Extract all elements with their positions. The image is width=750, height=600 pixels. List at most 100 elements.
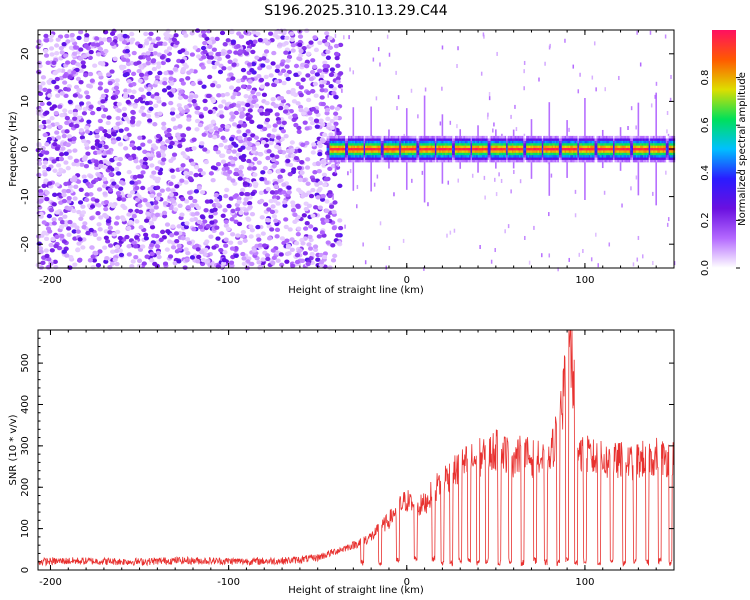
heatmap-cell bbox=[200, 257, 207, 263]
heatmap-cell bbox=[595, 159, 599, 163]
heatmap-cell bbox=[140, 105, 146, 111]
heatmap-cell bbox=[243, 30, 249, 35]
heatmap-cell bbox=[336, 140, 339, 144]
heatmap-cell bbox=[293, 122, 299, 128]
heatmap-cell bbox=[208, 234, 214, 239]
heatmap-cell bbox=[76, 87, 82, 93]
heatmap-cell bbox=[328, 145, 331, 149]
heatmap-cell bbox=[248, 224, 254, 229]
heatmap-cell bbox=[149, 224, 156, 230]
heatmap-cell bbox=[270, 157, 277, 163]
heatmap-cell bbox=[490, 157, 493, 160]
heatmap-cell bbox=[497, 135, 500, 139]
heatmap-cell bbox=[167, 91, 173, 96]
heatmap-cell bbox=[350, 138, 354, 141]
heatmap-cell bbox=[380, 138, 383, 141]
heatmap-cell bbox=[397, 95, 400, 100]
heatmap-cell bbox=[249, 211, 256, 217]
heatmap-cell bbox=[538, 157, 542, 160]
heatmap-cell bbox=[137, 135, 143, 140]
heatmap-cell bbox=[528, 145, 532, 149]
heatmap-cell bbox=[500, 147, 503, 151]
heatmap-cell bbox=[134, 185, 140, 191]
heatmap-cell bbox=[506, 150, 509, 153]
heatmap-cell bbox=[531, 152, 535, 156]
heatmap-cell bbox=[168, 192, 174, 197]
heatmap-cell bbox=[125, 61, 132, 67]
heatmap-cell bbox=[305, 261, 311, 267]
heatmap-cell bbox=[590, 140, 593, 144]
heatmap-cell bbox=[172, 66, 178, 72]
heatmap-cell bbox=[78, 187, 84, 193]
heatmap-cell bbox=[236, 129, 242, 134]
heatmap-cell bbox=[399, 159, 402, 163]
heatmap-cell bbox=[339, 145, 342, 149]
heatmap-cell bbox=[281, 182, 287, 187]
heatmap-cell bbox=[47, 181, 53, 186]
heatmap-cell bbox=[176, 259, 182, 264]
heatmap-cell bbox=[601, 143, 604, 146]
heatmap-cell bbox=[103, 48, 109, 54]
heatmap-cell bbox=[78, 101, 85, 106]
heatmap-cell bbox=[80, 210, 87, 215]
heatmap-cell bbox=[217, 69, 224, 75]
heatmap-cell bbox=[540, 147, 543, 151]
heatmap-cell bbox=[284, 35, 290, 41]
heatmap-cell bbox=[126, 252, 132, 257]
heatmap-cell bbox=[376, 145, 379, 149]
heatmap-cell bbox=[126, 79, 132, 84]
heatmap-cell bbox=[607, 150, 610, 153]
heatmap-cell bbox=[90, 42, 96, 47]
heatmap-cell bbox=[587, 140, 590, 144]
heatmap-cell bbox=[250, 49, 256, 55]
heatmap-cell bbox=[503, 152, 506, 156]
heatmap-cell bbox=[548, 150, 552, 153]
heatmap-cell bbox=[386, 34, 389, 39]
heatmap-cell bbox=[340, 152, 344, 156]
heatmap-cell bbox=[477, 138, 480, 141]
heatmap-cell bbox=[105, 149, 112, 155]
heatmap-cell bbox=[256, 237, 262, 242]
heatmap-cell bbox=[395, 157, 398, 160]
heatmap-cell bbox=[329, 152, 332, 156]
heatmap-cell bbox=[541, 253, 543, 258]
heatmap-cell bbox=[266, 65, 272, 70]
heatmap-cell bbox=[417, 138, 421, 141]
heatmap-cell bbox=[556, 157, 559, 160]
heatmap-cell bbox=[335, 143, 338, 146]
heatmap-cell bbox=[531, 147, 535, 151]
heatmap-cell bbox=[598, 145, 602, 149]
heatmap-cell bbox=[432, 135, 435, 139]
heatmap-cell bbox=[440, 152, 443, 156]
heatmap-cell bbox=[236, 199, 242, 205]
heatmap-cell bbox=[200, 45, 207, 51]
heatmap-cell bbox=[410, 159, 413, 163]
heatmap-cell bbox=[501, 138, 505, 141]
heatmap-cell bbox=[90, 110, 96, 116]
heatmap-cell bbox=[107, 165, 113, 170]
heatmap-cell bbox=[345, 138, 348, 141]
heatmap-cell bbox=[332, 200, 338, 205]
heatmap-cell bbox=[283, 224, 289, 230]
heatmap-cell bbox=[564, 143, 567, 146]
heatmap-cell bbox=[554, 154, 557, 158]
heatmap-cell bbox=[186, 190, 193, 195]
heatmap-cell bbox=[442, 138, 445, 141]
heatmap-cell bbox=[349, 169, 352, 174]
heatmap-cell bbox=[429, 157, 432, 160]
heatmap-cell bbox=[456, 135, 459, 139]
heatmap-cell bbox=[230, 159, 236, 165]
heatmap-cell bbox=[156, 192, 162, 197]
heatmap-cell bbox=[584, 143, 587, 146]
heatmap-cell bbox=[147, 155, 154, 160]
heatmap-cell bbox=[318, 118, 324, 123]
heatmap-cell bbox=[430, 157, 433, 160]
heatmap-cell bbox=[447, 140, 450, 144]
heatmap-cell bbox=[37, 42, 44, 48]
heatmap-cell bbox=[449, 147, 452, 151]
heatmap-cell bbox=[345, 135, 348, 139]
heatmap-cell bbox=[479, 138, 482, 141]
heatmap-cell bbox=[88, 104, 94, 110]
heatmap-cell bbox=[291, 167, 297, 172]
heatmap-cell bbox=[236, 124, 242, 129]
